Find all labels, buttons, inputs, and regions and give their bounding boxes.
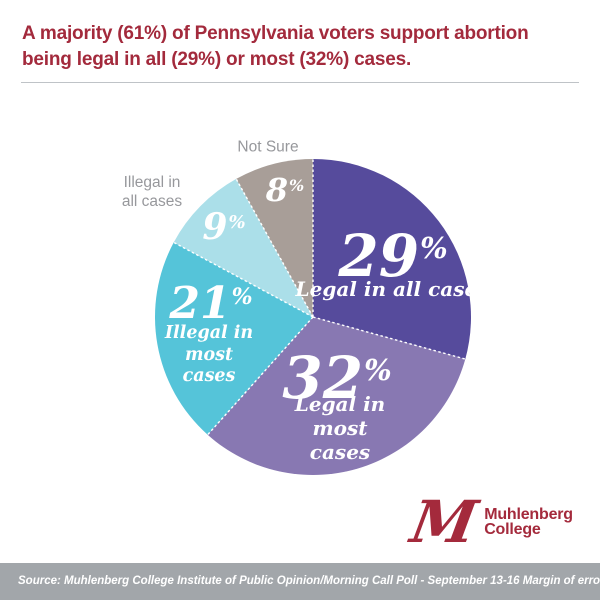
slice-value-number: 32 [282,344,364,412]
percent-sign: % [228,211,246,233]
slice-separator [312,316,466,360]
muhlenberg-logo-text: Muhlenberg College [484,505,573,538]
slice-value-number: 9 [202,206,228,248]
slice-label-not-sure: Not Sure [237,138,299,156]
source-text: Source: Muhlenberg College Institute of … [18,575,600,587]
pie-slice-legal-in-most-cases [207,317,466,476]
percent-sign: % [420,231,448,266]
slice-value-illegal-all: 9% [202,209,245,245]
logo-name-line1: Muhlenberg [484,505,573,523]
headline: A majority (61%) of Pennsylvania voters … [22,21,578,73]
muhlenberg-m-icon: M [406,488,483,556]
slice-value-legal-all: 29% [338,227,447,285]
percent-sign: % [364,353,392,388]
pie-slice-illegal-in-all-cases [173,178,313,317]
slice-value-number: 21 [169,278,231,329]
slice-label-legal-most: Legal in most cases [294,392,386,464]
pie-slice-illegal-in-most-cases [154,242,313,435]
slice-value-number: 8 [265,171,289,209]
pie-slice-not-sure [236,159,313,317]
slice-separator [173,241,314,318]
slice-value-not-sure: 8% [266,174,304,206]
headline-line2: being legal in all (29%) or most (32%) c… [22,49,412,70]
slice-separator [235,178,314,318]
logo-name-line2: College [484,521,541,538]
slice-label-illegal-all: Illegal in all cases [121,174,183,210]
percent-sign: % [231,284,253,311]
slice-value-number: 29 [338,222,420,290]
slice-value-legal-most: 32% [282,349,391,407]
percent-sign: % [289,176,305,196]
slice-separator [207,316,314,436]
muhlenberg-logo: M Muhlenberg College [406,488,573,556]
slice-value-illegal-most: 21% [169,282,252,326]
headline-line1: A majority (61%) of Pennsylvania voters … [22,23,529,44]
title-divider [21,82,579,83]
source-bar: Source: Muhlenberg College Institute of … [0,563,600,600]
slice-label-illegal-most: Illegal in most cases [164,322,254,386]
pie-slice-legal-in-all-cases [313,159,472,360]
slice-label-legal-all: Legal in all cases [295,277,489,301]
